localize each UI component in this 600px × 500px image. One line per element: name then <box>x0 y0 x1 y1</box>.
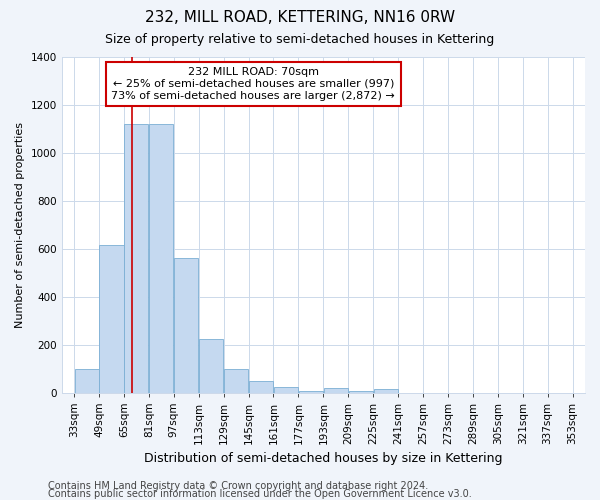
Bar <box>324 388 348 392</box>
Bar <box>74 368 98 392</box>
Y-axis label: Number of semi-detached properties: Number of semi-detached properties <box>15 122 25 328</box>
Bar <box>224 368 248 392</box>
Bar <box>374 389 398 392</box>
Bar <box>249 380 273 392</box>
Bar <box>100 245 124 392</box>
Bar <box>174 258 199 392</box>
Text: Size of property relative to semi-detached houses in Kettering: Size of property relative to semi-detach… <box>106 32 494 46</box>
Text: 232 MILL ROAD: 70sqm
← 25% of semi-detached houses are smaller (997)
73% of semi: 232 MILL ROAD: 70sqm ← 25% of semi-detac… <box>112 68 395 100</box>
Text: Contains HM Land Registry data © Crown copyright and database right 2024.: Contains HM Land Registry data © Crown c… <box>48 481 428 491</box>
Text: 232, MILL ROAD, KETTERING, NN16 0RW: 232, MILL ROAD, KETTERING, NN16 0RW <box>145 10 455 25</box>
X-axis label: Distribution of semi-detached houses by size in Kettering: Distribution of semi-detached houses by … <box>144 452 503 465</box>
Bar <box>149 124 173 392</box>
Bar <box>199 338 223 392</box>
Text: Contains public sector information licensed under the Open Government Licence v3: Contains public sector information licen… <box>48 489 472 499</box>
Bar <box>274 386 298 392</box>
Bar <box>124 124 148 392</box>
